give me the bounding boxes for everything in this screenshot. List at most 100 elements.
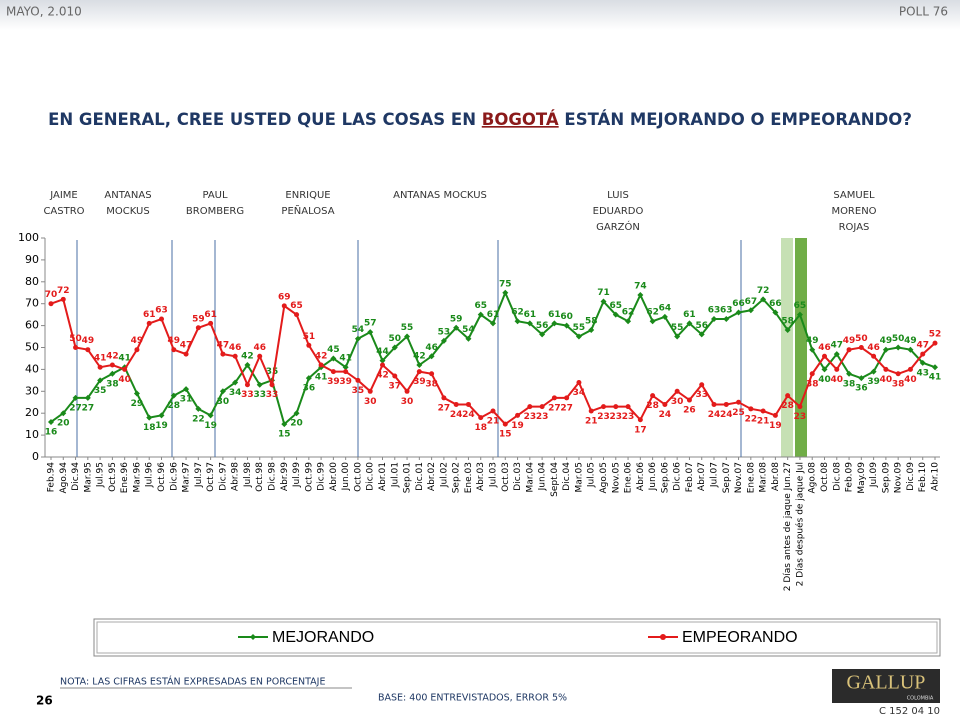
data-label: 20 [57,419,70,429]
data-label: 65 [794,301,807,311]
data-label: 30 [671,397,684,407]
point [84,394,91,401]
data-label: 42 [413,352,426,362]
data-label: 45 [327,345,340,355]
data-label: 31 [180,395,193,405]
point [711,401,717,407]
data-label: 75 [499,279,512,289]
point [736,399,742,405]
data-label: 61 [143,310,156,320]
x-tick-label: Dic.00 [366,462,376,491]
point [60,296,66,302]
point [637,417,643,423]
point [159,316,164,322]
point [551,320,558,327]
point [379,357,386,364]
x-tick-label: Dic.98 [268,462,278,491]
data-label: 49 [904,336,917,346]
point [232,353,238,359]
data-label: 61 [524,310,537,320]
data-label: 24 [720,410,733,420]
x-tick-label: Dic.09 [906,462,916,491]
point [686,397,692,403]
data-label: 20 [290,419,303,429]
point [907,366,913,372]
x-tick-label: Abr.08 [771,462,781,491]
point [760,296,767,303]
point [281,303,287,309]
data-label: 70 [45,290,58,300]
point [575,333,582,340]
point [833,351,840,358]
point [441,395,447,401]
data-label: 50 [389,334,402,344]
data-label: 43 [916,368,929,378]
x-tick-label: Oct.96 [157,462,167,492]
x-tick-label: Oct.95 [108,462,118,492]
chart-title: EN GENERAL, CREE USTED QUE LAS COSAS EN … [48,110,912,129]
point [637,291,644,298]
x-tick-label: Feb.07 [685,462,695,492]
point [821,366,828,373]
y-tick-label: 90 [25,253,39,266]
point [760,408,766,414]
point [932,364,938,371]
point [514,318,521,325]
x-tick-label: Mar.97 [182,462,192,492]
x-tick-label: Abr.98 [231,462,241,491]
data-label: 49 [880,336,893,346]
point [649,318,656,325]
point [429,371,435,377]
data-label: 71 [597,288,610,298]
point [686,320,693,327]
point [625,404,631,410]
x-tick-label: Mar.04 [525,462,535,493]
point [122,366,128,372]
term-label: SAMUEL [833,190,875,201]
data-label: 51 [303,332,316,342]
point [244,382,250,388]
data-label: 27 [69,403,82,413]
data-label: 41 [118,354,131,364]
x-tick-label: Jul.95 [96,462,106,488]
data-label: 28 [168,401,181,411]
point [195,325,201,331]
point [882,346,889,353]
term-label: ANTANAS [104,190,151,201]
x-tick-label: Jul.03 [489,462,499,488]
point [895,344,902,351]
data-label: 58 [585,316,598,326]
point [539,404,545,410]
point [60,410,67,417]
x-tick-label: Dic.08 [832,462,842,491]
data-label: 46 [818,343,831,353]
x-tick-label: Abr.10 [931,462,941,491]
x-tick-label: Dic.96 [169,462,179,491]
point [919,359,926,366]
data-label: 19 [204,421,217,431]
x-tick-label: Ene.96 [120,462,130,494]
point [784,326,791,333]
x-tick-label: Dic.99 [317,462,327,491]
point [343,369,349,375]
data-label: 24 [708,410,721,420]
point [723,316,730,323]
title-emphasis: BOGOTÁ [482,110,559,129]
data-label: 47 [180,341,193,351]
point [453,401,459,407]
point [109,370,116,377]
data-label: 18 [474,423,487,433]
point [195,405,202,412]
data-label: 29 [131,399,144,409]
x-tick-label: Oct.97 [206,462,216,492]
x-tick-label: Oct.03 [501,462,511,492]
logo-box [832,669,940,703]
x-tick-label: Feb.09 [845,462,855,493]
point [404,388,410,394]
data-label: 40 [818,375,831,385]
point [465,335,472,342]
data-label: 40 [831,375,844,385]
x-tick-label: Sep.01 [403,462,413,493]
data-label: 42 [241,352,254,362]
point [208,320,214,326]
